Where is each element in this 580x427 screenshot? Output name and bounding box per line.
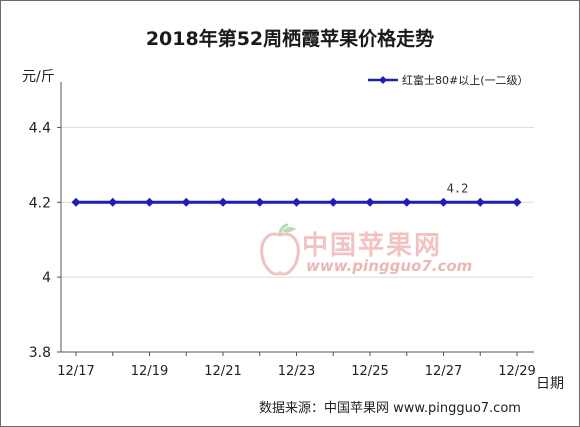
x-axis-label: 日期	[536, 376, 564, 392]
data-point-12-20	[181, 197, 191, 207]
y-tick-label: 4.2	[29, 195, 51, 211]
x-tick-label: 12/29	[498, 364, 535, 379]
x-tick-label: 12/27	[425, 364, 462, 379]
data-point-12-24	[328, 197, 338, 207]
legend-line-marker-icon	[368, 76, 398, 84]
data-label: 4.2	[447, 181, 469, 195]
data-point-12-17	[71, 197, 81, 207]
x-tick-label: 12/17	[57, 364, 94, 379]
data-point-12-26	[402, 197, 412, 207]
x-tick-label: 12/19	[131, 364, 168, 379]
x-tick-label: 12/25	[351, 364, 388, 379]
data-source: 数据来源：中国苹果网 www.pingguo7.com	[259, 401, 521, 416]
data-point-12-29	[512, 197, 522, 207]
y-tick-label: 4	[42, 270, 51, 286]
apple-logo-icon	[260, 223, 300, 276]
legend: 红富士80#以上(一二级）	[368, 72, 529, 88]
data-point-12-28	[475, 197, 485, 207]
watermark-name: 中国苹果网	[302, 231, 443, 261]
data-point-12-19	[145, 197, 154, 207]
legend-label: 红富士80#以上(一二级）	[402, 74, 529, 87]
data-point-12-22	[255, 197, 265, 207]
data-point-12-18	[108, 197, 118, 207]
watermark-url: www.pingguo7.com	[306, 257, 473, 275]
y-tick-label: 3.8	[29, 345, 51, 361]
y-tick-label: 4.4	[29, 120, 51, 136]
y-axis-label: 元/斤	[22, 69, 55, 85]
x-tick-label: 12/23	[278, 364, 315, 379]
data-point-12-27	[439, 197, 448, 207]
data-point-12-25	[365, 197, 375, 207]
watermark-logo: 中国苹果网 www.pingguo7.com	[258, 223, 478, 283]
x-tick-label: 12/21	[204, 364, 241, 379]
chart-title: 2018年第52周栖霞苹果价格走势	[145, 28, 435, 50]
data-point-12-23	[292, 197, 301, 207]
data-point-12-21	[218, 197, 228, 207]
